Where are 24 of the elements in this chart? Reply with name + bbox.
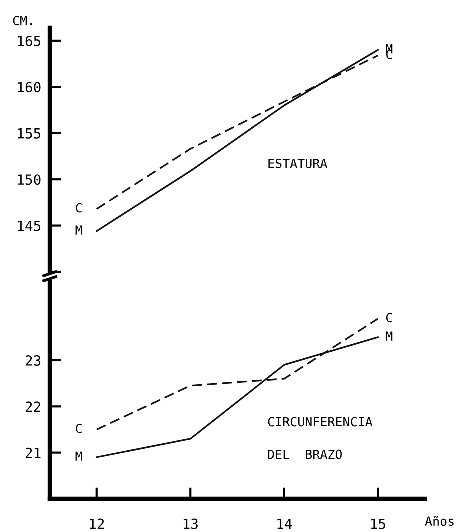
text: C [76, 424, 82, 434]
y-tick-label: 150 [18, 174, 41, 186]
y-tick-label: 145 [18, 220, 41, 232]
x-tick-label: 12 [90, 518, 104, 530]
y-tick-label: 21 [26, 448, 41, 458]
annotation: CIRCUNFERENCIA [268, 417, 373, 427]
x-tick-label: 13 [184, 518, 198, 530]
series-label: M [386, 332, 393, 341]
text: M [76, 226, 82, 235]
y-tick-label: 23 [26, 355, 41, 366]
y-tick-label: 155 [18, 128, 41, 139]
x-axis-title: Años [425, 516, 454, 526]
x-tick-label: 14 [278, 518, 292, 530]
y-axis-title: CM. [13, 16, 32, 26]
line-series [96, 49, 379, 232]
x-tick-label: 15 [371, 518, 386, 530]
annotation: ESTATURA [268, 158, 328, 168]
text: C [76, 203, 82, 213]
y-tick-label: 165 [18, 36, 41, 46]
y-tick-label: 160 [18, 82, 41, 93]
y-tick-label: 22 [26, 402, 40, 412]
annotation: DEL BRAZO [268, 450, 342, 460]
series-label: C [386, 313, 392, 323]
text: M [76, 452, 82, 461]
